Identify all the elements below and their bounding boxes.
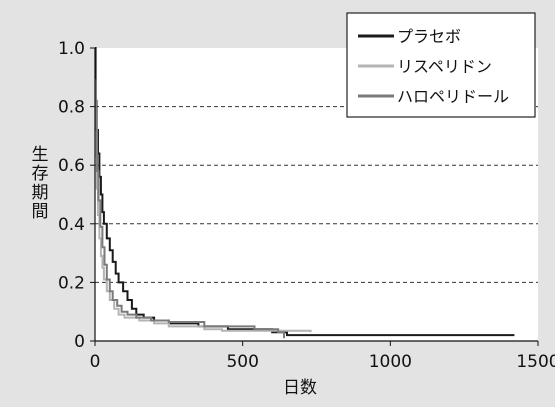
legend-label: リスペリドン (397, 57, 492, 76)
y-tick-label: 1.0 (58, 39, 85, 59)
series-line-3 (94, 79, 285, 339)
series-line-2 (94, 99, 312, 333)
grid-lines (95, 106, 538, 283)
x-ticks: 0 500 1000 1500 (90, 341, 555, 372)
y-tick-label: 0 (74, 332, 85, 352)
x-axis-title: 日数 (283, 378, 317, 398)
y-tick-label: 0.6 (58, 156, 85, 176)
legend-label: プラセボ (397, 27, 461, 46)
x-tick-label: 500 (226, 352, 258, 372)
x-tick-label: 1500 (516, 352, 555, 372)
y-axis-title: 生存期間 (32, 145, 49, 222)
series-lines (94, 47, 515, 339)
legend-label: ハロペリドール (397, 87, 509, 106)
x-tick-label: 1000 (369, 352, 412, 372)
x-tick-label: 0 (90, 352, 101, 372)
y-tick-label: 0.4 (58, 215, 85, 235)
y-ticks: 0 0.2 0.4 0.6 0.8 1.0 (58, 39, 95, 352)
y-tick-label: 0.8 (58, 98, 85, 118)
y-tick-label: 0.2 (58, 273, 85, 293)
